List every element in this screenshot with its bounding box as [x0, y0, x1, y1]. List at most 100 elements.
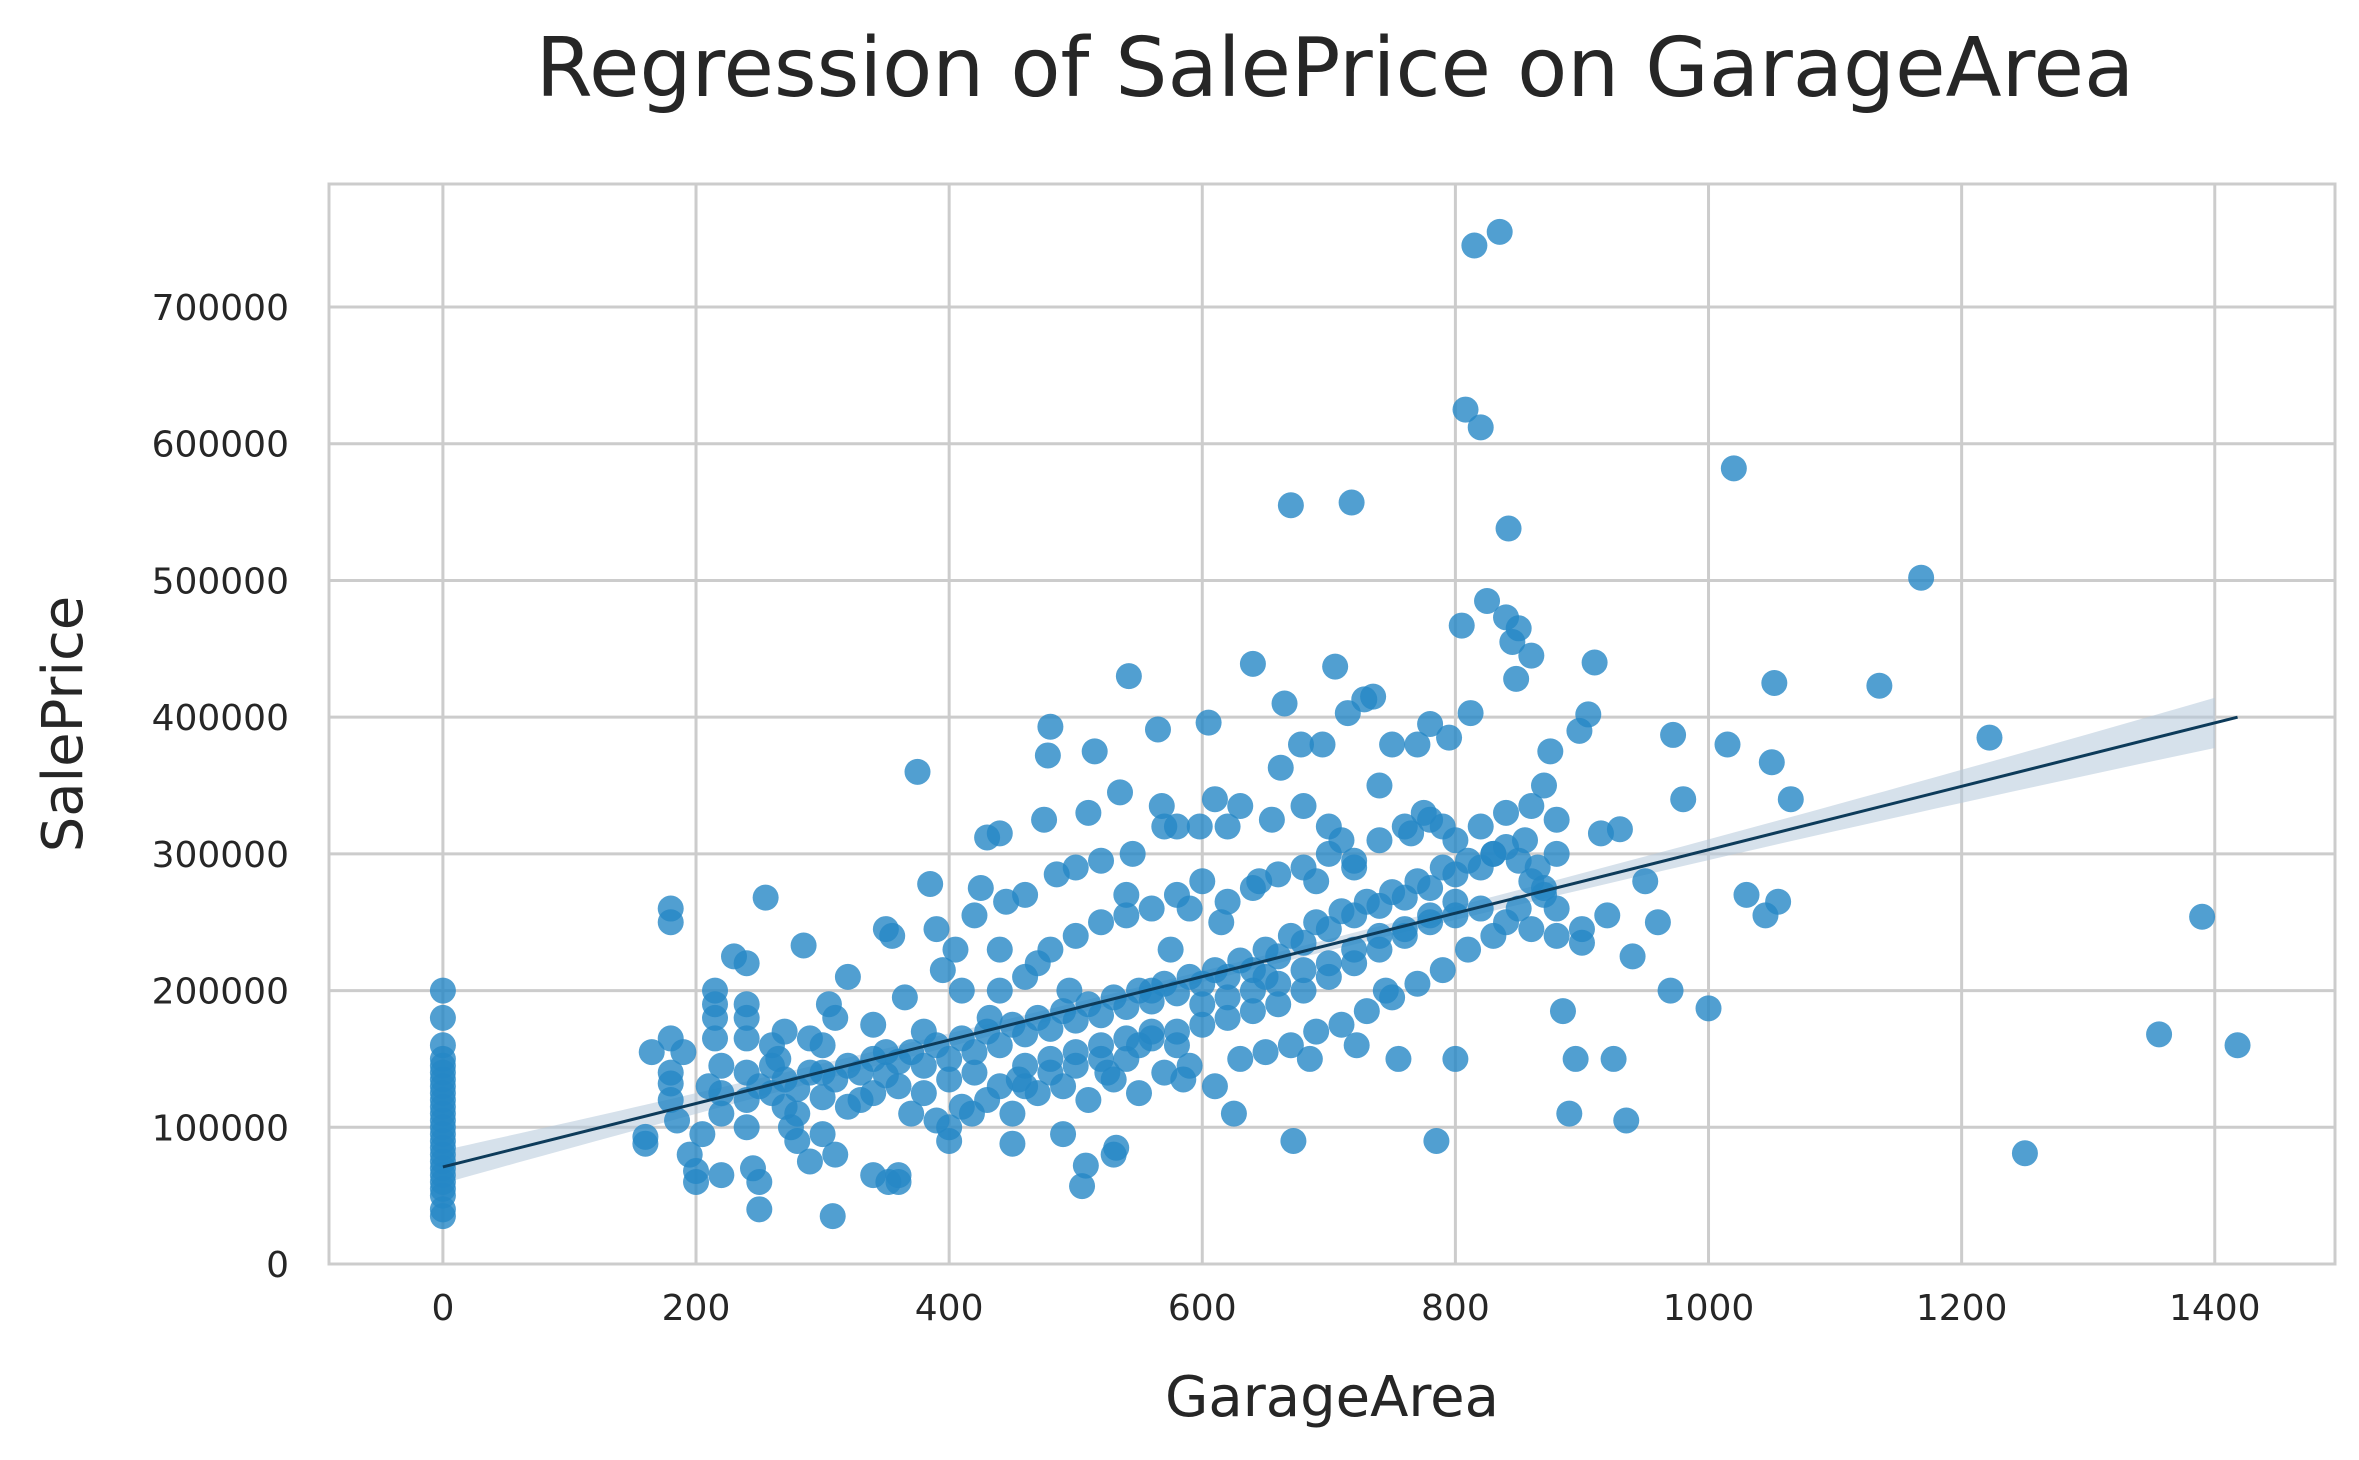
data-point: [1442, 827, 1469, 854]
data-point: [1429, 957, 1456, 984]
data-point: [689, 1121, 716, 1148]
data-point: [2011, 1140, 2038, 1167]
x-tick-label: 400: [915, 1288, 984, 1329]
data-point: [1186, 813, 1213, 840]
data-point: [1543, 922, 1570, 949]
data-point: [1034, 742, 1061, 769]
data-point: [657, 1086, 684, 1113]
data-point: [1341, 936, 1368, 963]
data-point: [898, 1100, 925, 1127]
data-point: [1474, 587, 1501, 614]
data-point: [1012, 963, 1039, 990]
data-point: [752, 884, 779, 911]
chart-title: Regression of SalePrice on GarageArea: [536, 21, 2134, 116]
data-point: [1176, 1052, 1203, 1079]
data-point: [1201, 1073, 1228, 1100]
data-point: [1581, 649, 1608, 676]
x-tick-label: 1000: [1663, 1288, 1755, 1329]
data-point: [771, 1018, 798, 1045]
data-point: [1252, 1039, 1279, 1066]
data-point: [1366, 827, 1393, 854]
data-point: [429, 1203, 456, 1230]
data-point: [1777, 786, 1804, 813]
data-point: [809, 1032, 836, 1059]
data-point: [1480, 922, 1507, 949]
data-point: [1214, 1004, 1241, 1031]
data-point: [1287, 731, 1314, 758]
y-tick-label: 100000: [152, 1108, 289, 1149]
data-point: [733, 950, 760, 977]
data-point: [1012, 881, 1039, 908]
data-point: [1144, 716, 1171, 743]
data-point: [1404, 731, 1431, 758]
x-tick-label: 200: [662, 1288, 731, 1329]
data-point: [1239, 650, 1266, 677]
data-point: [1303, 1018, 1330, 1045]
data-point: [1467, 813, 1494, 840]
data-point: [1265, 861, 1292, 888]
data-point: [1417, 806, 1444, 833]
data-point: [1644, 909, 1671, 936]
data-point: [1315, 950, 1342, 977]
data-point: [834, 1093, 861, 1120]
data-point: [1088, 1045, 1115, 1072]
data-point: [638, 1039, 665, 1066]
data-point: [1239, 875, 1266, 902]
data-point: [429, 1004, 456, 1031]
data-point: [1138, 1018, 1165, 1045]
data-point: [1100, 1066, 1127, 1093]
data-point: [961, 1059, 988, 1086]
data-point: [1069, 1173, 1096, 1200]
data-point: [1720, 455, 1747, 482]
x-tick-label: 1400: [2169, 1288, 2261, 1329]
data-point: [1163, 1032, 1190, 1059]
data-point: [796, 1148, 823, 1175]
data-point: [1423, 1127, 1450, 1154]
data-point: [860, 1080, 887, 1107]
data-point: [885, 1162, 912, 1189]
data-point: [632, 1123, 659, 1150]
x-tick-label: 0: [431, 1288, 454, 1329]
data-point: [1366, 772, 1393, 799]
data-point: [1125, 1080, 1152, 1107]
data-point: [1088, 847, 1115, 874]
data-point: [891, 984, 918, 1011]
data-point: [1486, 218, 1513, 245]
data-point: [1761, 669, 1788, 696]
data-point: [834, 963, 861, 990]
data-point: [986, 820, 1013, 847]
x-axis-label: GarageArea: [1165, 1365, 1499, 1430]
data-point: [1660, 721, 1687, 748]
data-point: [1442, 1045, 1469, 1072]
data-point: [1189, 868, 1216, 895]
data-point: [1214, 984, 1241, 1011]
data-point: [1467, 895, 1494, 922]
y-axis-label: SalePrice: [31, 596, 96, 852]
data-point: [1619, 943, 1646, 970]
y-tick-label: 700000: [152, 288, 289, 329]
data-point: [1012, 1052, 1039, 1079]
data-point: [1113, 1045, 1140, 1072]
data-point: [1037, 1059, 1064, 1086]
data-point: [1148, 793, 1175, 820]
data-point: [1151, 1059, 1178, 1086]
data-point: [2224, 1032, 2251, 1059]
data-point: [796, 1059, 823, 1086]
data-point: [657, 909, 684, 936]
data-point: [1062, 922, 1089, 949]
data-point: [1442, 888, 1469, 915]
data-point: [708, 1100, 735, 1127]
data-point: [1214, 888, 1241, 915]
y-tick-label: 300000: [152, 835, 289, 876]
data-point: [1271, 690, 1298, 717]
data-point: [746, 1196, 773, 1223]
data-point: [986, 936, 1013, 963]
data-point: [1606, 816, 1633, 843]
data-point: [967, 875, 994, 902]
data-point: [1341, 847, 1368, 874]
data-point: [1290, 977, 1317, 1004]
data-point: [936, 1045, 963, 1072]
data-point: [986, 1032, 1013, 1059]
data-point: [1385, 1045, 1412, 1072]
data-point: [923, 916, 950, 943]
